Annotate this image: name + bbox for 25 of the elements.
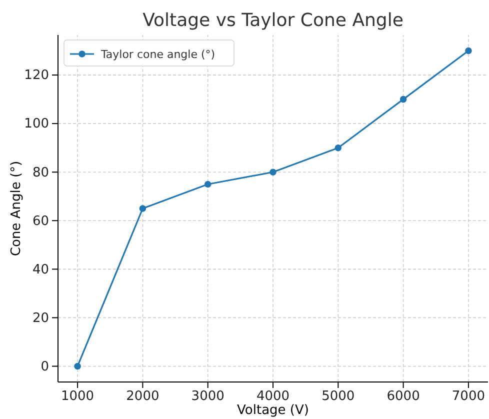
y-tick-label: 40 xyxy=(32,262,49,278)
x-tick-label: 4000 xyxy=(256,389,290,404)
point xyxy=(400,96,407,103)
point xyxy=(270,168,276,176)
point xyxy=(74,362,81,370)
legend-label: Taylor cone angle (°) xyxy=(100,48,216,61)
x-tick-label: 2000 xyxy=(126,389,160,404)
y-axis-title: Cone Angle (°) xyxy=(9,160,24,256)
x-tick-label: 3000 xyxy=(191,389,224,404)
chart-title: Voltage vs Taylor Cone Angle xyxy=(142,10,404,31)
y-tick-label: 20 xyxy=(32,310,49,326)
point xyxy=(465,47,472,54)
x-tick-label: 5000 xyxy=(322,389,355,404)
point xyxy=(139,205,146,212)
x-tick-label: 6000 xyxy=(386,389,420,404)
x-axis-title: Voltage (V) xyxy=(237,403,309,418)
y-tick-label: 100 xyxy=(24,116,49,132)
y-tick-label: 120 xyxy=(24,68,49,84)
x-tick-label: 1000 xyxy=(61,389,94,404)
point xyxy=(334,144,342,152)
x-tick-label: 7000 xyxy=(452,389,485,404)
point xyxy=(204,180,212,188)
y-tick-label: 60 xyxy=(32,214,49,229)
y-tick-label: 80 xyxy=(32,165,49,180)
y-tick-label: 0 xyxy=(40,359,49,374)
